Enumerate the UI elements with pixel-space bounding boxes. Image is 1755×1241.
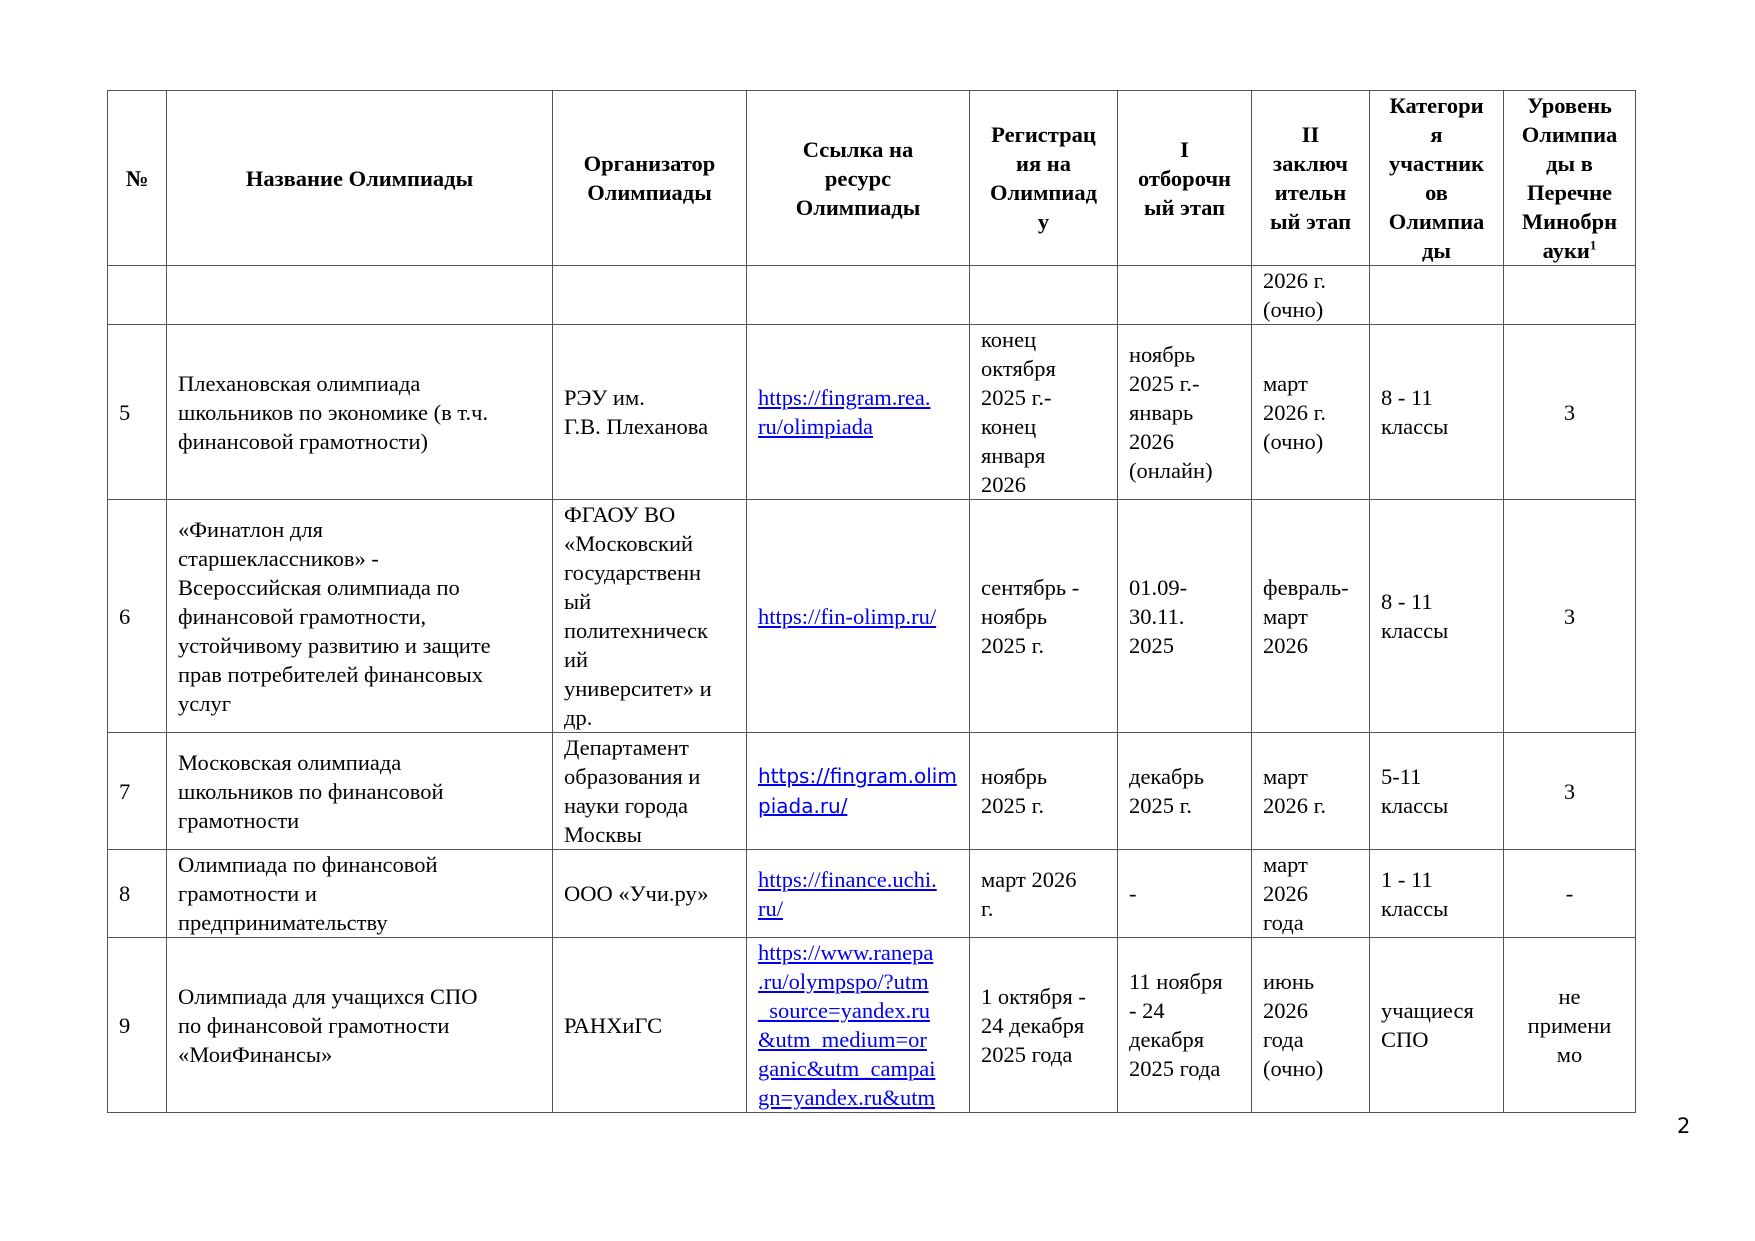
header-organizer: Организатор Олимпиады: [552, 90, 747, 266]
cell-category: 8 - 11 классы: [1369, 324, 1504, 500]
cell-num: 7: [107, 732, 167, 850]
footnote-marker: 1: [1589, 237, 1597, 253]
cell-stage2: март 2026 г. (очно): [1251, 324, 1370, 500]
table-row: 5 Плехановская олимпиада школьников по э…: [107, 324, 1636, 500]
header-stage1: I отборочн ый этап: [1117, 90, 1252, 266]
cell-organizer: РЭУ им. Г.В. Плеханова: [552, 324, 747, 500]
cell-link: https://www.ranepa .ru/olympspo/?utm _so…: [746, 937, 970, 1113]
cell-organizer: [552, 265, 747, 325]
resource-link[interactable]: https://fin-olimp.ru/: [758, 603, 937, 629]
table-row: 2026 г. (очно): [107, 265, 1636, 325]
header-num: №: [107, 90, 167, 266]
cell-stage2: 2026 г. (очно): [1251, 265, 1370, 325]
cell-registration: ноябрь 2025 г.: [969, 732, 1118, 850]
cell-name: Олимпиада для учащихся СПО по финансовой…: [166, 937, 553, 1113]
cell-registration: март 2026 г.: [969, 849, 1118, 938]
page-number: 2: [1677, 1114, 1691, 1138]
cell-registration: сентябрь - ноябрь 2025 г.: [969, 499, 1118, 733]
cell-organizer: Департамент образования и науки города М…: [552, 732, 747, 850]
cell-stage1: 01.09- 30.11. 2025: [1117, 499, 1252, 733]
cell-category: [1369, 265, 1504, 325]
header-level: Уровень Олимпиа ды в Перечне Минобрн аук…: [1503, 90, 1636, 266]
cell-stage2: июнь 2026 года (очно): [1251, 937, 1370, 1113]
cell-stage1: [1117, 265, 1252, 325]
cell-level: [1503, 265, 1636, 325]
cell-category: учащиеся СПО: [1369, 937, 1504, 1113]
resource-link[interactable]: https://fingram.rea. ru/olimpiada: [758, 385, 931, 439]
header-stage2: II заключ ительн ый этап: [1251, 90, 1370, 266]
header-registration: Регистрац ия на Олимпиад у: [969, 90, 1118, 266]
cell-registration: 1 октября - 24 декабря 2025 года: [969, 937, 1118, 1113]
cell-name: «Финатлон для старшеклассников» - Всерос…: [166, 499, 553, 733]
cell-link: [746, 265, 970, 325]
cell-name: [166, 265, 553, 325]
resource-link[interactable]: https://fingram.olim piada.ru/: [758, 764, 957, 818]
table-row: 8 Олимпиада по финансовой грамотности и …: [107, 849, 1636, 938]
cell-link: https://fin-olimp.ru/: [746, 499, 970, 733]
table-row: 9 Олимпиада для учащихся СПО по финансов…: [107, 937, 1636, 1113]
header-category: Категори я участник ов Олимпиа ды: [1369, 90, 1504, 266]
cell-stage2: февраль- март 2026: [1251, 499, 1370, 733]
cell-level: не примени мо: [1503, 937, 1636, 1113]
cell-name: Московская олимпиада школьников по финан…: [166, 732, 553, 850]
cell-level: -: [1503, 849, 1636, 938]
cell-stage2: март 2026 г.: [1251, 732, 1370, 850]
cell-link: https://fingram.rea. ru/olimpiada: [746, 324, 970, 500]
olympiad-table: № Название Олимпиады Организатор Олимпиа…: [107, 90, 1636, 1113]
cell-level: 3: [1503, 499, 1636, 733]
cell-stage1: ноябрь 2025 г.- январь 2026 (онлайн): [1117, 324, 1252, 500]
resource-link[interactable]: https://finance.uchi. ru/: [758, 866, 937, 921]
header-name: Название Олимпиады: [166, 90, 553, 266]
cell-organizer: РАНХиГС: [552, 937, 747, 1113]
cell-link: https://fingram.olim piada.ru/: [746, 732, 970, 850]
cell-category: 1 - 11 классы: [1369, 849, 1504, 938]
cell-registration: [969, 265, 1118, 325]
cell-registration: конец октября 2025 г.- конец января 2026: [969, 324, 1118, 500]
cell-level: 3: [1503, 732, 1636, 850]
header-level-text: Уровень Олимпиа ды в Перечне Минобрн аук…: [1521, 93, 1618, 263]
cell-name: Олимпиада по финансовой грамотности и пр…: [166, 849, 553, 938]
cell-num: [107, 265, 167, 325]
cell-num: 8: [107, 849, 167, 938]
cell-link: https://finance.uchi. ru/: [746, 849, 970, 938]
cell-level: 3: [1503, 324, 1636, 500]
cell-num: 9: [107, 937, 167, 1113]
cell-num: 6: [107, 499, 167, 733]
cell-category: 8 - 11 классы: [1369, 499, 1504, 733]
cell-organizer: ФГАОУ ВО «Московский государственн ый по…: [552, 499, 747, 733]
header-link: Ссылка на ресурс Олимпиады: [746, 90, 970, 266]
cell-stage1: 11 ноября - 24 декабря 2025 года: [1117, 937, 1252, 1113]
cell-stage1: декабрь 2025 г.: [1117, 732, 1252, 850]
cell-stage1: -: [1117, 849, 1252, 938]
resource-link[interactable]: https://www.ranepa .ru/olympspo/?utm _so…: [758, 940, 936, 1110]
cell-stage2: март 2026 года: [1251, 849, 1370, 938]
cell-organizer: ООО «Учи.ру»: [552, 849, 747, 938]
cell-name: Плехановская олимпиада школьников по эко…: [166, 324, 553, 500]
table-header-row: № Название Олимпиады Организатор Олимпиа…: [107, 90, 1636, 266]
cell-num: 5: [107, 324, 167, 500]
table-row: 7 Московская олимпиада школьников по фин…: [107, 732, 1636, 850]
cell-category: 5-11 классы: [1369, 732, 1504, 850]
table-row: 6 «Финатлон для старшеклассников» - Всер…: [107, 499, 1636, 733]
